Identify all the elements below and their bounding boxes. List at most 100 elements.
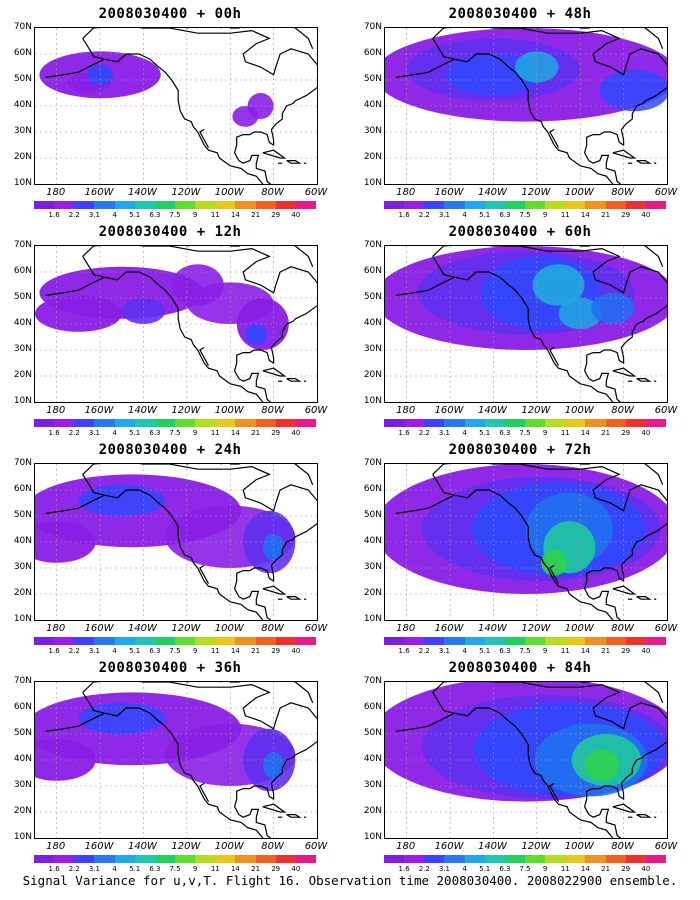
colorbar-swatch — [605, 201, 626, 209]
variance-region — [532, 264, 585, 306]
colorbar-tick-label: 6.3 — [499, 429, 511, 437]
colorbar-swatch — [565, 855, 586, 863]
colorbar-tick-label: 40 — [291, 865, 301, 873]
colorbar-tick-label: 4 — [462, 211, 467, 219]
lon-label: 160W — [434, 841, 464, 852]
colorbar-tick-label: 29 — [621, 211, 631, 219]
colorbar — [34, 855, 316, 863]
colorbar-tick-label: 6.3 — [149, 429, 161, 437]
lat-label: 30N — [13, 780, 32, 790]
lon-label: 180 — [46, 187, 66, 198]
coastline — [643, 246, 664, 268]
lon-label: 100W — [214, 187, 244, 198]
colorbar-swatch — [54, 201, 75, 209]
colorbar-tick-label: 40 — [641, 429, 651, 437]
colorbar — [384, 855, 666, 863]
colorbar-tick-label: 9 — [192, 647, 198, 655]
colorbar-tick-label: 40 — [291, 211, 301, 219]
lat-label: 20N — [363, 806, 382, 816]
colorbar-swatch — [235, 637, 256, 645]
map-panel: 2008030400 + 84h 70N 60N 50N 40N 30N 20N 10N 180… — [350, 660, 690, 878]
colorbar-swatch — [504, 855, 525, 863]
colorbar-swatch — [524, 637, 546, 645]
colorbar-tick-label: 40 — [641, 211, 651, 219]
map-panel: 2008030400 + 12h 70N 60N 50N 40N 30N 20N 10N 180… — [0, 224, 340, 442]
variance-region — [591, 292, 635, 324]
colorbar-tick-label: 7.5 — [169, 429, 181, 437]
colorbar-tick-label: 6.3 — [149, 647, 161, 655]
lon-label: 180 — [396, 623, 416, 634]
coastline — [286, 160, 302, 164]
coastline — [643, 464, 664, 486]
colorbar-swatch — [195, 855, 216, 863]
colorbar-tick-label: 3.1 — [438, 647, 450, 655]
coastline — [432, 38, 614, 184]
colorbar-swatch — [195, 637, 216, 645]
coastline — [549, 346, 560, 366]
colorbar-swatch — [545, 419, 566, 427]
map-area — [384, 681, 668, 839]
map-area — [384, 245, 668, 403]
colorbar-tick-label: 3.1 — [88, 429, 100, 437]
coastline — [395, 494, 455, 514]
colorbar-tick-label: 1.6 — [48, 211, 60, 219]
colorbar-tick-label: 6.3 — [499, 647, 511, 655]
colorbar-tick-label: 9 — [542, 865, 548, 873]
colorbar-tick-label: 7.5 — [519, 647, 531, 655]
colorbar-swatch — [134, 637, 155, 645]
colorbar-tick-label: 5.1 — [129, 865, 141, 873]
colorbar-tick-label: 1.6 — [398, 647, 410, 655]
map-area — [34, 463, 318, 621]
colorbar-ticks: 1.6 2.2 3.1 4 5.1 6.3 7.5 9 11 14 21 29 40 — [34, 865, 316, 875]
colorbar-swatch — [625, 855, 646, 863]
colorbar-tick-label: 4 — [112, 211, 117, 219]
panel-title: 2008030400 + 36h — [98, 660, 242, 676]
lat-label: 70N — [363, 458, 382, 468]
lat-label: 40N — [13, 536, 32, 546]
colorbar-tick-label: 2.2 — [418, 647, 430, 655]
colorbar-tick-label: 9 — [192, 211, 198, 219]
colorbar-tick-label: 7.5 — [169, 211, 181, 219]
lon-label: 180 — [396, 187, 416, 198]
lat-label: 40N — [13, 100, 32, 110]
lat-label: 50N — [363, 292, 382, 302]
colorbar-swatch — [464, 855, 485, 863]
colorbar-tick-label: 21 — [251, 647, 261, 655]
lon-label: 180 — [46, 405, 66, 416]
colorbar-tick-label: 5.1 — [479, 211, 491, 219]
lon-label: 160W — [84, 623, 114, 634]
lat-label: 50N — [13, 292, 32, 302]
colorbar-swatch — [34, 855, 55, 863]
colorbar-swatch — [464, 419, 485, 427]
colorbar-swatch — [94, 419, 115, 427]
coastline — [45, 494, 105, 514]
colorbar-swatch — [384, 419, 405, 427]
lon-label: 60W — [654, 623, 678, 634]
colorbar-tick-label: 40 — [641, 865, 651, 873]
lat-label: 30N — [363, 780, 382, 790]
colorbar-swatch — [235, 201, 256, 209]
map-area — [384, 463, 668, 621]
colorbar-tick-label: 21 — [251, 865, 261, 873]
colorbar-swatch — [235, 419, 256, 427]
colorbar-tick-label: 6.3 — [149, 865, 161, 873]
coastline — [199, 346, 210, 366]
colorbar-swatch — [384, 201, 405, 209]
colorbar-tick-label: 5.1 — [479, 865, 491, 873]
colorbar-tick-label: 6.3 — [499, 865, 511, 873]
variance-region — [541, 549, 568, 576]
coastline — [612, 585, 637, 595]
colorbar-tick-label: 14 — [580, 429, 590, 437]
colorbar-tick-label: 11 — [210, 429, 220, 437]
colorbar — [34, 637, 316, 645]
coastline — [286, 814, 302, 818]
coastline — [293, 682, 314, 704]
coastline — [636, 378, 652, 382]
lon-label: 100W — [214, 623, 244, 634]
colorbar-tick-label: 40 — [291, 647, 301, 655]
coastline — [432, 464, 667, 620]
colorbar-tick-label: 9 — [542, 647, 548, 655]
colorbar-tick-label: 3.1 — [88, 865, 100, 873]
colorbar-swatch — [565, 201, 586, 209]
colorbar-swatch — [134, 201, 155, 209]
